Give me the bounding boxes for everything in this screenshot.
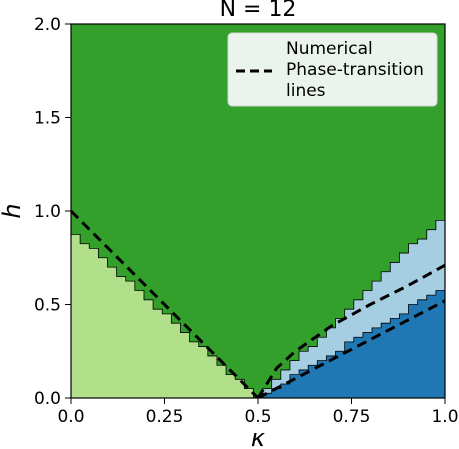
x-tick-label: 0.5: [244, 407, 271, 427]
y-tick-label: 1.5: [34, 109, 61, 129]
y-axis-label: h: [0, 203, 26, 218]
x-axis-ticks: 0.0 0.25 0.5 0.75 1.0: [57, 398, 459, 427]
legend-entry-2: Phase-transition: [286, 60, 424, 80]
phase-transition-line-2: [256, 263, 445, 398]
phase-transition-line-1: [71, 209, 260, 398]
legend: Numerical Phase-transition lines: [227, 32, 438, 107]
y-tick-label: 1.0: [34, 202, 61, 222]
y-tick-label: 0.5: [34, 296, 61, 316]
legend-box: [227, 32, 438, 107]
chart-title: N = 12: [220, 0, 297, 22]
phase-transition-line-3: [257, 299, 445, 398]
x-axis-label: κ: [251, 424, 266, 449]
x-tick-label: 0.0: [57, 407, 84, 427]
legend-entry-3: lines: [286, 81, 326, 101]
y-tick-label: 0.0: [34, 389, 61, 409]
x-tick-label: 0.75: [333, 407, 371, 427]
x-tick-label: 1.0: [431, 407, 458, 427]
legend-entry-1: Numerical: [286, 39, 373, 59]
x-tick-label: 0.25: [146, 407, 184, 427]
y-axis-ticks: 0.0 0.5 1.0 1.5 2.0: [34, 15, 71, 409]
y-tick-label: 2.0: [34, 15, 61, 35]
